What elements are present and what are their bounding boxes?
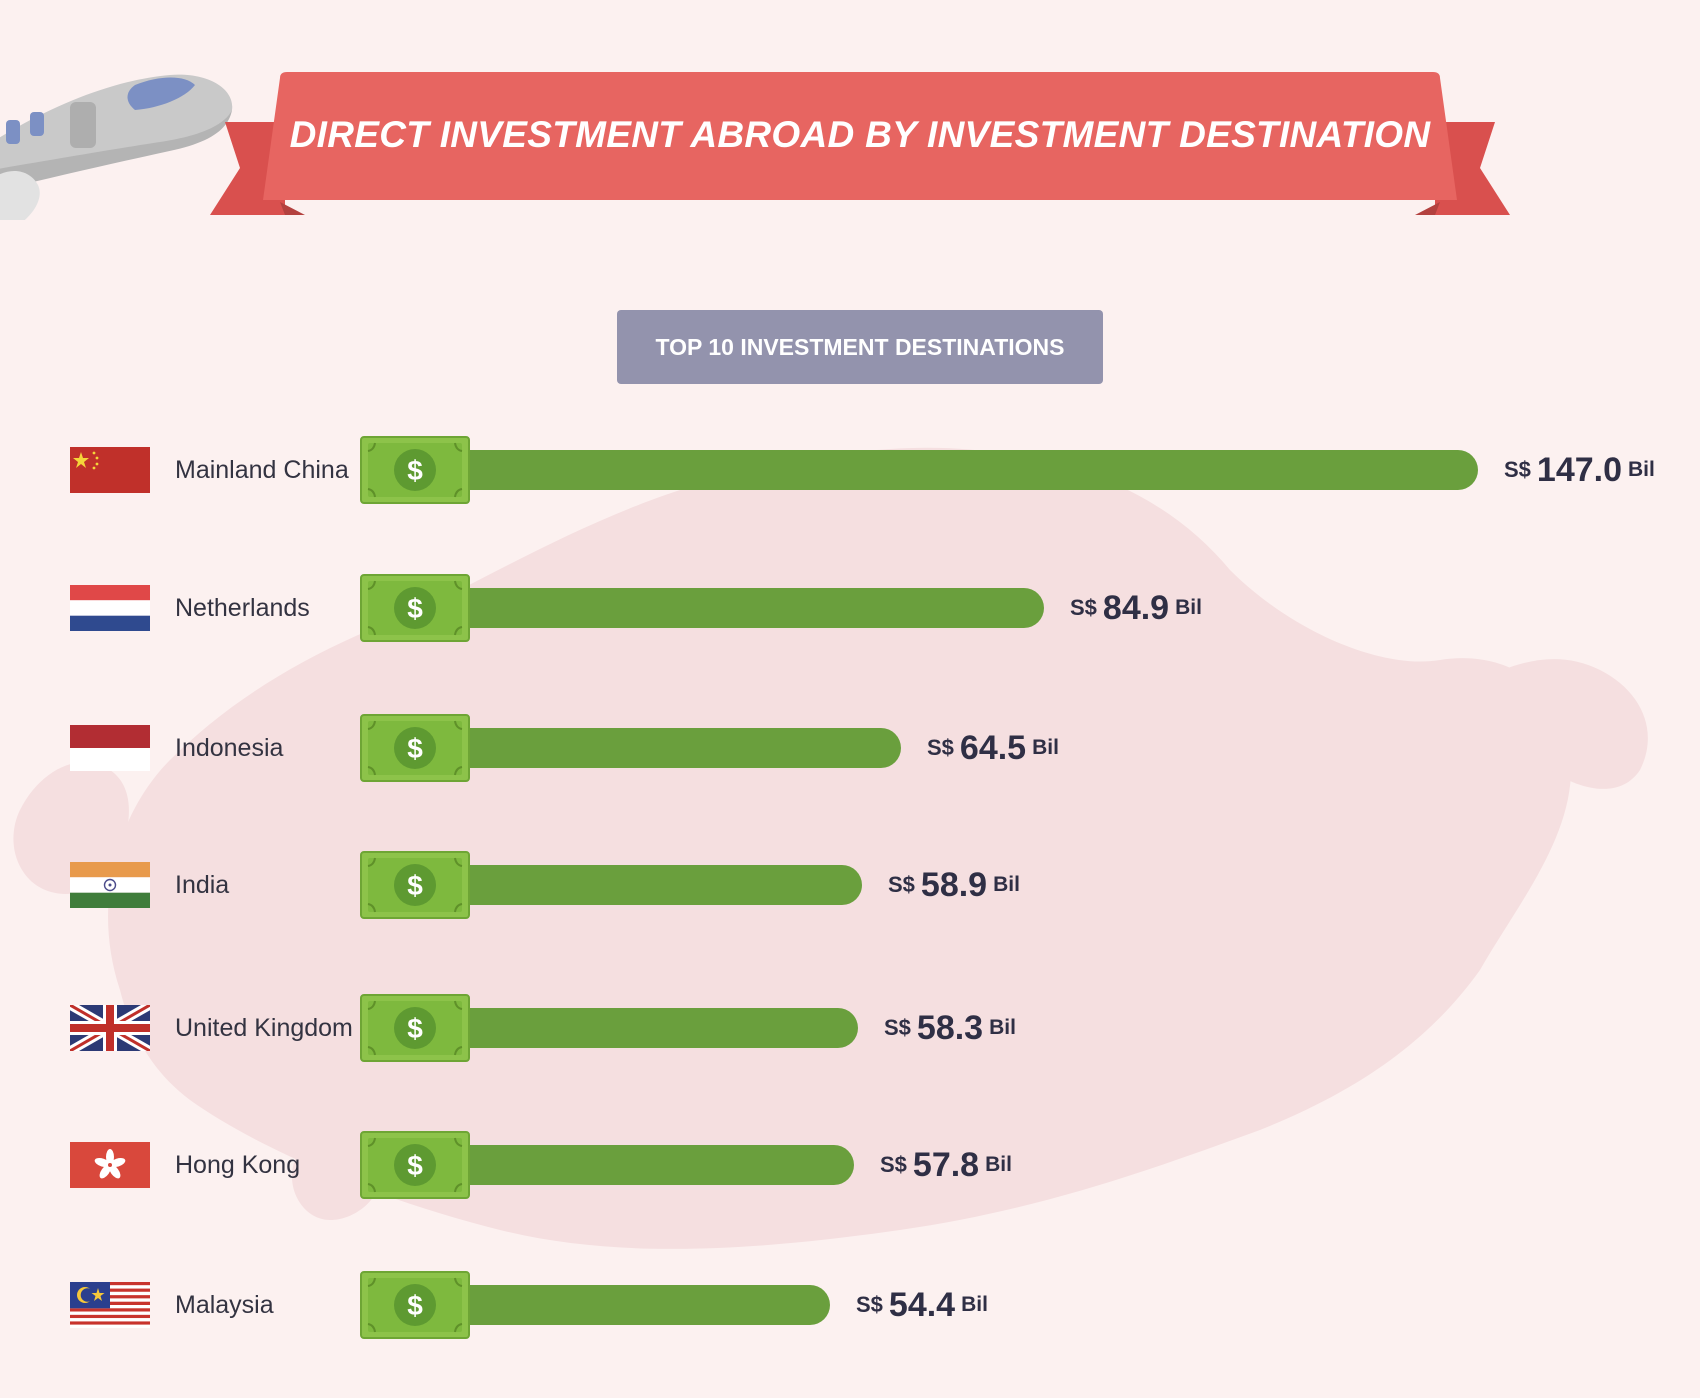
airplane-icon (0, 74, 233, 220)
title-banner (210, 72, 1510, 215)
background-map (13, 447, 1648, 1249)
chart-subtitle: TOP 10 INVESTMENT DESTINATIONS (617, 310, 1103, 384)
page-title: DIRECT INVESTMENT ABROAD BY INVESTMENT D… (289, 114, 1431, 155)
